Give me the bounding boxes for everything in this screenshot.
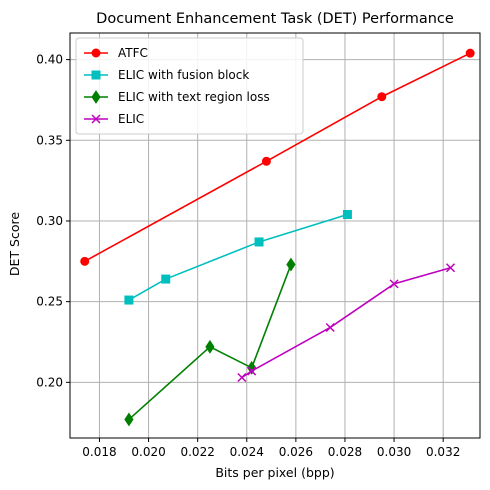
data-point: [465, 48, 475, 58]
series-line: [84, 52, 471, 263]
series-1: [124, 210, 352, 305]
x-tick-label: 0.018: [82, 445, 116, 459]
data-point: [247, 366, 257, 376]
plot-frame: [69, 32, 481, 439]
legend-marker: [91, 70, 101, 80]
legend-marker: [91, 48, 101, 58]
x-tick-label: 0.032: [426, 445, 460, 459]
data-point: [389, 279, 399, 289]
series-line: [241, 267, 451, 379]
x-tick-label: 0.028: [328, 445, 362, 459]
y-tick-label: 0.40: [36, 53, 63, 67]
legend-label: ELIC with text region loss: [118, 90, 270, 104]
data-point: [377, 92, 387, 102]
data-point: [325, 322, 335, 333]
series-3: [237, 263, 456, 383]
x-tick-label: 0.024: [230, 445, 264, 459]
data-point: [342, 210, 352, 220]
y-tick-label: 0.20: [36, 375, 63, 389]
data-point: [286, 257, 296, 272]
axis-ticks: 0.018 0.020 0.022 0.024 0.026 0.028 0.030 0.032…: [36, 53, 460, 459]
series-line: [128, 213, 348, 301]
x-tick-label: 0.020: [131, 445, 165, 459]
series-0: [80, 48, 475, 266]
y-tick-label: 0.25: [36, 295, 63, 309]
data-point: [161, 274, 171, 284]
data-point: [254, 237, 264, 247]
y-tick-label: 0.30: [36, 214, 63, 228]
legend-label: ATFC: [118, 46, 148, 60]
data-point: [124, 412, 134, 427]
data-point: [446, 263, 456, 273]
legend-marker: [91, 114, 101, 124]
x-tick-label: 0.022: [180, 445, 214, 459]
series-layer: [80, 48, 475, 427]
legend: ATFC ELIC with fusion block ELIC with text…: [75, 37, 304, 135]
x-axis-title: Bits per pixel (bpp): [215, 465, 334, 480]
data-point: [205, 339, 215, 354]
legend-box: [75, 37, 304, 135]
data-point: [80, 256, 90, 266]
data-point: [124, 295, 134, 305]
y-tick-label: 0.35: [36, 133, 63, 147]
data-point: [261, 156, 271, 166]
legend-marker: [91, 90, 101, 104]
legend-label: ELIC with fusion block: [118, 68, 249, 82]
y-axis-title: DET Score: [7, 212, 22, 276]
legend-label: ELIC: [118, 112, 144, 126]
series-line: [128, 264, 292, 421]
series-2: [124, 257, 296, 427]
data-point: [237, 372, 247, 383]
chart-title: Document Enhancement Task (DET) Performa…: [96, 11, 454, 27]
x-tick-label: 0.026: [279, 445, 313, 459]
x-tick-label: 0.030: [377, 445, 411, 459]
